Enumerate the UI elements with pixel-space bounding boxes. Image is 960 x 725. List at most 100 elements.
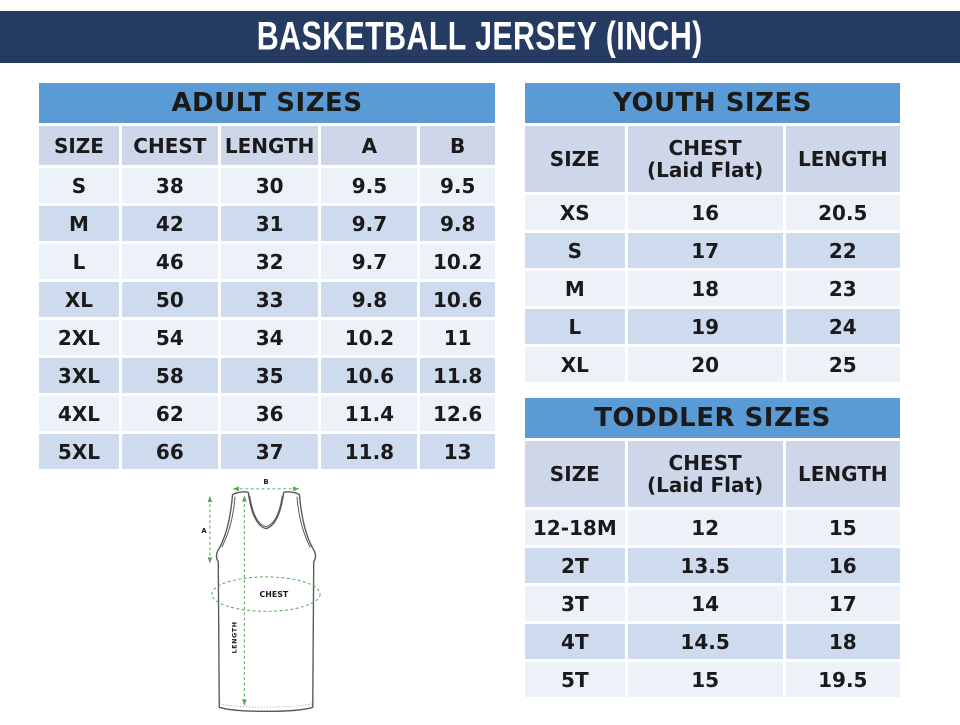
- table-cell: 2XL: [39, 320, 119, 355]
- arrowhead-down-icon: [207, 557, 213, 564]
- table-cell: 2T: [525, 548, 625, 583]
- measure-a-label: A: [201, 527, 207, 535]
- table-row: 5T 15 19.5: [525, 662, 900, 697]
- column-header: SIZE: [39, 126, 119, 165]
- table-cell: 9.8: [420, 206, 495, 241]
- table-row: 3XL 58 35 10.6 11.8: [39, 358, 495, 393]
- table-cell: 4XL: [39, 396, 119, 431]
- column-header: CHEST (Laid Flat): [627, 126, 783, 192]
- column-header-line2: (Laid Flat): [646, 158, 764, 182]
- table-row: 4XL 62 36 11.4 12.6: [39, 396, 495, 431]
- table-cell: 11.4: [321, 396, 418, 431]
- table-row: M 42 31 9.7 9.8: [39, 206, 495, 241]
- table-cell: 46: [121, 244, 218, 279]
- column-header-line1: CHEST: [668, 451, 742, 475]
- table-cell: 42: [121, 206, 218, 241]
- youth-table-title: YOUTH SIZES: [525, 83, 900, 123]
- table-cell: 35: [220, 358, 319, 393]
- column-header: LENGTH: [785, 126, 900, 192]
- table-cell: 31: [220, 206, 319, 241]
- arrowhead-up-icon: [241, 495, 247, 502]
- table-cell: 3T: [525, 586, 625, 621]
- jersey-outline: [215, 491, 317, 713]
- arrowhead-left-icon: [232, 486, 239, 492]
- left-armhole-trim-line: [221, 496, 236, 548]
- table-title-row: YOUTH SIZES: [525, 83, 900, 123]
- column-header: SIZE: [525, 441, 625, 507]
- table-cell: 18: [627, 271, 783, 306]
- table-cell: XL: [39, 282, 119, 317]
- table-cell: M: [39, 206, 119, 241]
- column-header-row: SIZE CHEST (Laid Flat) LENGTH: [525, 441, 900, 507]
- adult-table-title: ADULT SIZES: [39, 83, 495, 123]
- table-cell: 9.7: [321, 244, 418, 279]
- table-cell: 17: [627, 233, 783, 268]
- table-cell: 22: [785, 233, 900, 268]
- table-cell: 15: [785, 510, 900, 545]
- table-cell: 5XL: [39, 434, 119, 469]
- table-cell: XS: [525, 195, 625, 230]
- table-cell: S: [39, 168, 119, 203]
- right-column: YOUTH SIZES SIZE CHEST (Laid Flat) LENGT…: [522, 80, 903, 700]
- table-cell: L: [525, 309, 625, 344]
- measure-chest-label: CHEST: [259, 590, 288, 599]
- table-cell: 11.8: [420, 358, 495, 393]
- table-cell: 13: [420, 434, 495, 469]
- table-title-row: ADULT SIZES: [39, 83, 495, 123]
- table-row: 2T 13.5 16: [525, 548, 900, 583]
- table-cell: 3XL: [39, 358, 119, 393]
- table-cell: 58: [121, 358, 218, 393]
- table-cell: XL: [525, 347, 625, 382]
- table-cell: 10.2: [420, 244, 495, 279]
- adult-size-table: ADULT SIZES SIZE CHEST LENGTH A B S 38 3…: [36, 80, 498, 472]
- jersey-diagram: B A LENGTH CHEST: [197, 477, 337, 725]
- table-cell: 33: [220, 282, 319, 317]
- table-row: S 38 30 9.5 9.5: [39, 168, 495, 203]
- table-row: XL 20 25: [525, 347, 900, 382]
- table-row: 4T 14.5 18: [525, 624, 900, 659]
- column-header-line2: (Laid Flat): [646, 473, 764, 497]
- column-header: LENGTH: [785, 441, 900, 507]
- table-row: L 46 32 9.7 10.2: [39, 244, 495, 279]
- table-title-row: TODDLER SIZES: [525, 398, 900, 438]
- table-cell: S: [525, 233, 625, 268]
- table-cell: 10.2: [321, 320, 418, 355]
- jersey-diagram-svg: B A LENGTH CHEST: [201, 478, 321, 713]
- column-header: B: [420, 126, 495, 165]
- table-cell: 11: [420, 320, 495, 355]
- table-cell: 34: [220, 320, 319, 355]
- table-cell: 24: [785, 309, 900, 344]
- table-cell: 12: [627, 510, 783, 545]
- table-cell: M: [525, 271, 625, 306]
- arrowhead-up-icon: [207, 495, 213, 503]
- arrowhead-right-icon: [293, 486, 300, 492]
- arrowhead-down-icon: [241, 699, 247, 706]
- title-bar: BASKETBALL JERSEY (INCH): [0, 11, 960, 63]
- table-row: 2XL 54 34 10.2 11: [39, 320, 495, 355]
- table-cell: 23: [785, 271, 900, 306]
- table-cell: 9.5: [321, 168, 418, 203]
- table-cell: 9.5: [420, 168, 495, 203]
- table-cell: 12-18M: [525, 510, 625, 545]
- table-cell: 13.5: [627, 548, 783, 583]
- table-cell: 54: [121, 320, 218, 355]
- table-cell: 15: [627, 662, 783, 697]
- measure-b-label: B: [263, 478, 268, 486]
- table-cell: 19: [627, 309, 783, 344]
- table-cell: 4T: [525, 624, 625, 659]
- column-header-row: SIZE CHEST (Laid Flat) LENGTH: [525, 126, 900, 192]
- toddler-table-title: TODDLER SIZES: [525, 398, 900, 438]
- column-header: CHEST: [121, 126, 218, 165]
- table-row: L 19 24: [525, 309, 900, 344]
- column-header: A: [321, 126, 418, 165]
- neck-trim-line: [249, 495, 283, 528]
- table-row: 5XL 66 37 11.8 13: [39, 434, 495, 469]
- table-cell: 16: [627, 195, 783, 230]
- table-cell: 9.7: [321, 206, 418, 241]
- table-cell: 19.5: [785, 662, 900, 697]
- measure-length-label: LENGTH: [230, 621, 238, 653]
- table-row: M 18 23: [525, 271, 900, 306]
- table-cell: 25: [785, 347, 900, 382]
- left-column: ADULT SIZES SIZE CHEST LENGTH A B S 38 3…: [36, 80, 498, 725]
- column-header-row: SIZE CHEST LENGTH A B: [39, 126, 495, 165]
